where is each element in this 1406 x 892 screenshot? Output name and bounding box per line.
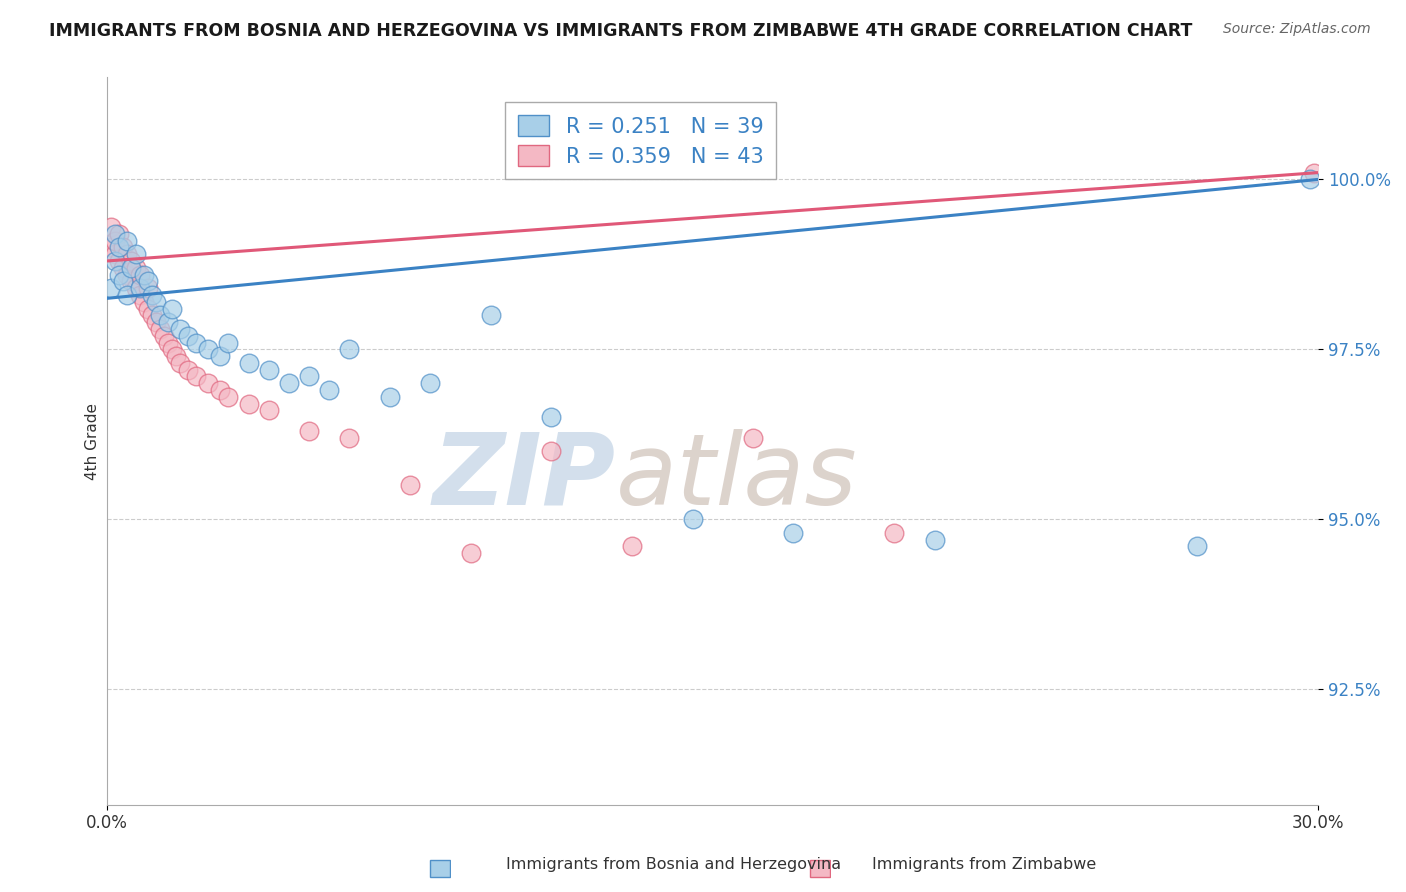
Point — [117, 234, 139, 248]
Point — [257, 403, 280, 417]
Point — [197, 376, 219, 391]
Point — [128, 288, 150, 302]
Point — [419, 376, 441, 391]
Point — [141, 308, 163, 322]
Point — [104, 227, 127, 241]
Point — [298, 424, 321, 438]
Point — [540, 444, 562, 458]
Point — [339, 431, 361, 445]
Point — [1185, 540, 1208, 554]
Point — [108, 254, 131, 268]
Point — [160, 301, 183, 316]
Point — [782, 525, 804, 540]
Point — [169, 322, 191, 336]
Point — [108, 268, 131, 282]
Point — [1299, 172, 1322, 186]
Point — [318, 383, 340, 397]
Point — [124, 247, 146, 261]
Point — [124, 260, 146, 275]
Point — [145, 315, 167, 329]
Point — [121, 260, 143, 275]
Text: Source: ZipAtlas.com: Source: ZipAtlas.com — [1223, 22, 1371, 37]
FancyBboxPatch shape — [430, 860, 450, 878]
Point — [112, 274, 135, 288]
Point — [100, 219, 122, 234]
Point — [209, 349, 232, 363]
Point — [165, 349, 187, 363]
Point — [184, 369, 207, 384]
Point — [149, 308, 172, 322]
Text: Immigrants from Zimbabwe: Immigrants from Zimbabwe — [872, 857, 1095, 872]
Point — [117, 288, 139, 302]
Point — [177, 328, 200, 343]
Point — [184, 335, 207, 350]
Point — [479, 308, 502, 322]
Point — [156, 315, 179, 329]
Point — [104, 247, 127, 261]
Point — [145, 294, 167, 309]
Point — [104, 254, 127, 268]
Point — [378, 390, 401, 404]
Text: IMMIGRANTS FROM BOSNIA AND HERZEGOVINA VS IMMIGRANTS FROM ZIMBABWE 4TH GRADE COR: IMMIGRANTS FROM BOSNIA AND HERZEGOVINA V… — [49, 22, 1192, 40]
Point — [682, 512, 704, 526]
Point — [277, 376, 299, 391]
Point — [924, 533, 946, 547]
Point — [136, 301, 159, 316]
Point — [121, 274, 143, 288]
Point — [100, 281, 122, 295]
Point — [298, 369, 321, 384]
FancyBboxPatch shape — [810, 860, 830, 878]
Point — [132, 294, 155, 309]
Point — [128, 281, 150, 295]
Point — [399, 478, 422, 492]
Point — [177, 362, 200, 376]
Point — [197, 343, 219, 357]
Point — [169, 356, 191, 370]
Point — [217, 335, 239, 350]
Point — [136, 274, 159, 288]
Point — [238, 397, 260, 411]
Point — [104, 234, 127, 248]
Point — [112, 260, 135, 275]
Point — [156, 335, 179, 350]
Point — [238, 356, 260, 370]
Point — [160, 343, 183, 357]
Point — [1303, 165, 1326, 179]
Point — [132, 268, 155, 282]
Point — [257, 362, 280, 376]
Point — [152, 328, 174, 343]
Y-axis label: 4th Grade: 4th Grade — [86, 402, 100, 480]
Point — [217, 390, 239, 404]
Point — [108, 240, 131, 254]
Point — [100, 240, 122, 254]
Point — [339, 343, 361, 357]
Point — [621, 540, 644, 554]
Point — [108, 227, 131, 241]
Point — [460, 546, 482, 560]
Point — [112, 240, 135, 254]
Point — [742, 431, 765, 445]
Legend: R = 0.251   N = 39, R = 0.359   N = 43: R = 0.251 N = 39, R = 0.359 N = 43 — [505, 103, 776, 179]
Point — [209, 383, 232, 397]
Point — [128, 268, 150, 282]
Point — [883, 525, 905, 540]
Point — [124, 281, 146, 295]
Point — [121, 254, 143, 268]
Point — [141, 288, 163, 302]
Point — [149, 322, 172, 336]
Point — [540, 410, 562, 425]
Point — [117, 247, 139, 261]
Text: ZIP: ZIP — [433, 429, 616, 526]
Text: Immigrants from Bosnia and Herzegovina: Immigrants from Bosnia and Herzegovina — [506, 857, 841, 872]
Text: atlas: atlas — [616, 429, 858, 526]
Point — [117, 268, 139, 282]
Point — [136, 281, 159, 295]
